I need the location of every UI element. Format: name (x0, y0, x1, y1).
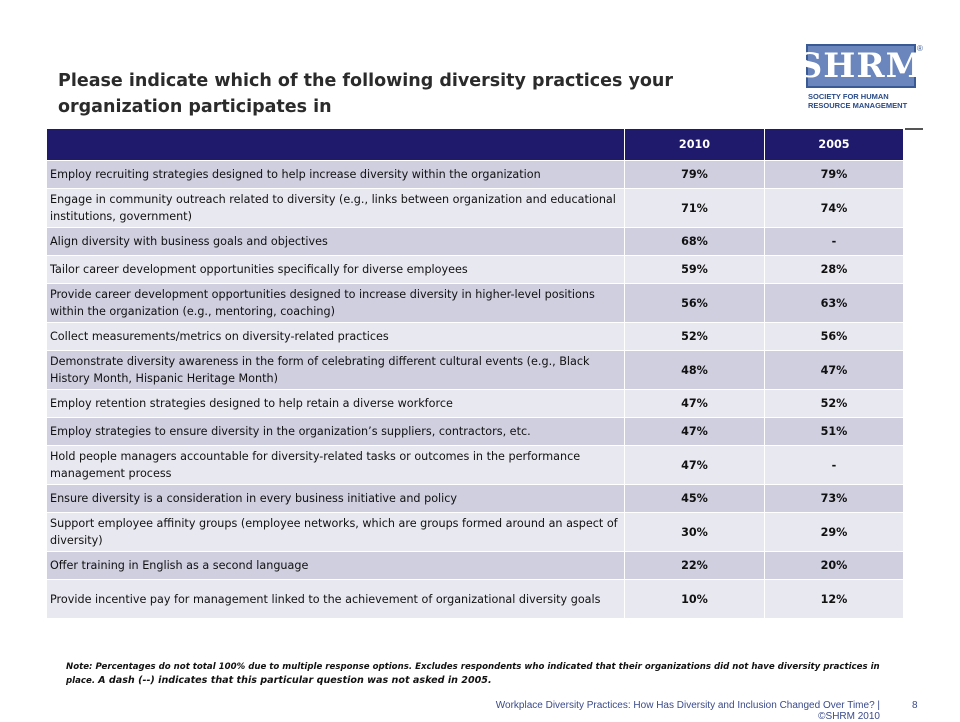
value-2005-cell: 28% (764, 255, 904, 284)
value-2005-cell: 56% (764, 322, 904, 351)
table-header-row: 2010 2005 (46, 128, 904, 161)
value-2010-cell: 59% (624, 255, 765, 284)
value-2005-cell: 74% (764, 188, 904, 228)
value-2005-cell: 52% (764, 389, 904, 418)
logo-divider (905, 128, 923, 130)
value-2005-cell: - (764, 227, 904, 256)
value-2010-cell: 47% (624, 389, 765, 418)
value-2010-cell: 52% (624, 322, 765, 351)
table-body: Employ recruiting strategies designed to… (46, 160, 904, 619)
value-2010-cell: 71% (624, 188, 765, 228)
shrm-logo: SHRM ® SOCIETY FOR HUMAN RESOURCE MANAGE… (798, 44, 923, 116)
table-row: Ensure diversity is a consideration in e… (46, 484, 904, 513)
practice-cell: Demonstrate diversity awareness in the f… (46, 350, 625, 390)
logo-tagline: SOCIETY FOR HUMAN RESOURCE MANAGEMENT (808, 92, 920, 110)
practice-cell: Engage in community outreach related to … (46, 188, 625, 228)
footnote-text: Note: Percentages do not total 100% due … (66, 662, 880, 686)
value-2005-cell: 47% (764, 350, 904, 390)
practice-cell: Support employee affinity groups (employ… (46, 512, 625, 552)
logo-mark: SHRM (798, 44, 923, 88)
slide-title: Please indicate which of the following d… (58, 71, 674, 117)
header-practice (46, 128, 625, 161)
registered-mark: ® (917, 44, 923, 53)
table-row: Offer training in English as a second la… (46, 551, 904, 580)
header-2010: 2010 (624, 128, 765, 161)
table-row: Demonstrate diversity awareness in the f… (46, 350, 904, 390)
table-row: Employ recruiting strategies designed to… (46, 160, 904, 189)
value-2010-cell: 79% (624, 160, 765, 189)
value-2010-cell: 22% (624, 551, 765, 580)
footnote-dash-text: A dash (--) indicates that this particul… (98, 675, 492, 686)
practice-cell: Collect measurements/metrics on diversit… (46, 322, 625, 351)
value-2005-cell: 12% (764, 579, 904, 619)
value-2005-cell: 29% (764, 512, 904, 552)
table-row: Employ retention strategies designed to … (46, 389, 904, 418)
practice-cell: Tailor career development opportunities … (46, 255, 625, 284)
page-number: 8 (912, 700, 918, 711)
practice-cell: Offer training in English as a second la… (46, 551, 625, 580)
value-2005-cell: 20% (764, 551, 904, 580)
table-row: Provide career development opportunities… (46, 283, 904, 323)
value-2005-cell: 79% (764, 160, 904, 189)
practices-table: 2010 2005 Employ recruiting strategies d… (46, 128, 904, 619)
value-2010-cell: 47% (624, 445, 765, 485)
value-2010-cell: 56% (624, 283, 765, 323)
table-row: Employ strategies to ensure diversity in… (46, 417, 904, 446)
logo-letters: SHRM (797, 46, 925, 86)
logo-tagline-line2: RESOURCE MANAGEMENT (808, 101, 908, 110)
footer-text: Workplace Diversity Practices: How Has D… (495, 700, 880, 722)
practice-cell: Ensure diversity is a consideration in e… (46, 484, 625, 513)
practice-cell: Provide incentive pay for management lin… (46, 579, 625, 619)
practice-cell: Employ recruiting strategies designed to… (46, 160, 625, 189)
value-2010-cell: 47% (624, 417, 765, 446)
table-row: Tailor career development opportunities … (46, 255, 904, 284)
practice-cell: Provide career development opportunities… (46, 283, 625, 323)
value-2010-cell: 48% (624, 350, 765, 390)
table-row: Align diversity with business goals and … (46, 227, 904, 256)
value-2010-cell: 10% (624, 579, 765, 619)
logo-tagline-line1: SOCIETY FOR HUMAN (808, 92, 889, 101)
table-row: Engage in community outreach related to … (46, 188, 904, 228)
header-2005: 2005 (764, 128, 904, 161)
practice-cell: Hold people managers accountable for div… (46, 445, 625, 485)
value-2010-cell: 68% (624, 227, 765, 256)
table-row: Provide incentive pay for management lin… (46, 579, 904, 619)
value-2005-cell: - (764, 445, 904, 485)
practice-cell: Employ strategies to ensure diversity in… (46, 417, 625, 446)
value-2010-cell: 30% (624, 512, 765, 552)
footnote: Note: Percentages do not total 100% due … (66, 660, 896, 688)
table-row: Support employee affinity groups (employ… (46, 512, 904, 552)
practice-cell: Employ retention strategies designed to … (46, 389, 625, 418)
value-2005-cell: 63% (764, 283, 904, 323)
value-2005-cell: 73% (764, 484, 904, 513)
table-row: Hold people managers accountable for div… (46, 445, 904, 485)
table-row: Collect measurements/metrics on diversit… (46, 322, 904, 351)
value-2005-cell: 51% (764, 417, 904, 446)
practice-cell: Align diversity with business goals and … (46, 227, 625, 256)
value-2010-cell: 45% (624, 484, 765, 513)
